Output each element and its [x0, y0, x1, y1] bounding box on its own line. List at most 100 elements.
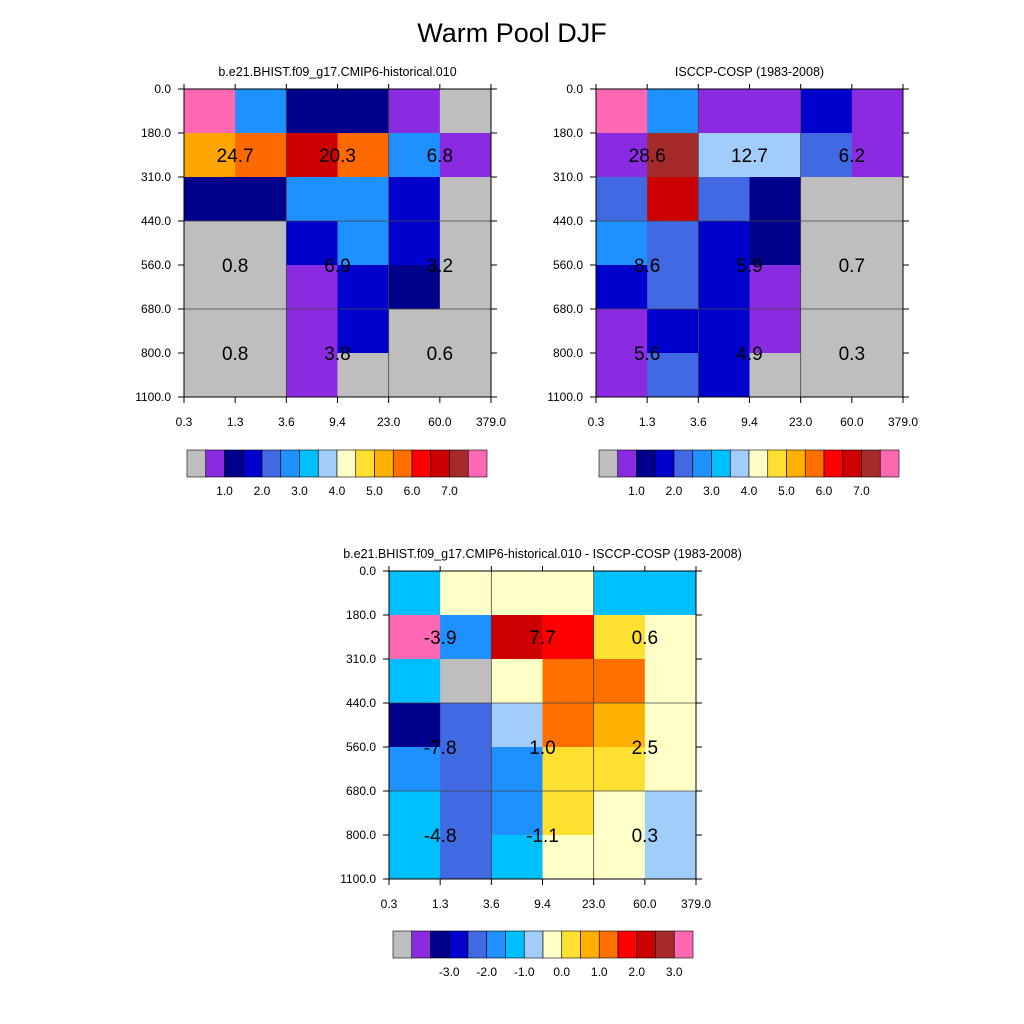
heatmap-cell — [440, 791, 492, 836]
heatmap-cell — [596, 353, 648, 398]
heatmap-cell — [337, 221, 390, 266]
heatmap-cell — [593, 791, 646, 836]
heatmap-cell — [596, 265, 648, 310]
chart-title: ISCCP-COSP (1983-2008) — [675, 65, 824, 79]
y-tick-label: 180.0 — [141, 126, 171, 140]
heatmap-cell — [184, 89, 236, 134]
heatmap-cell — [644, 835, 697, 880]
heatmap-cell — [389, 571, 441, 616]
heatmap-cell — [389, 835, 441, 880]
heatmap-cell — [542, 659, 595, 704]
heatmap-cell — [851, 133, 904, 178]
x-tick-label: 3.6 — [690, 415, 707, 429]
heatmap-cell — [647, 265, 699, 310]
data-label: 8.6 — [634, 256, 660, 277]
heatmap-cell — [749, 89, 802, 134]
heatmap-cell — [286, 89, 338, 134]
heatmap-cell — [389, 703, 441, 748]
heatmap-cell — [851, 353, 904, 398]
heatmap-cell — [286, 353, 338, 398]
heatmap-cell — [491, 835, 543, 880]
heatmap-cell — [491, 571, 543, 616]
colorbar-swatch — [448, 930, 469, 959]
data-label: 0.7 — [839, 256, 865, 277]
colorbar-swatch — [636, 930, 656, 959]
colorbar-label: 5.0 — [366, 484, 383, 498]
heatmap-cell — [388, 133, 441, 178]
heatmap-cell — [286, 221, 338, 266]
figure-title: Warm Pool DJF — [417, 18, 607, 48]
chart-panel-2: ISCCP-COSP (1983-2008) 0.3 1.3 3.6 9.4 23.0 60… — [547, 65, 918, 498]
colorbar-label: 0.0 — [553, 965, 570, 979]
heatmap-cell — [389, 659, 441, 704]
colorbar-swatch — [299, 449, 319, 478]
colorbar-label: -2.0 — [476, 965, 497, 979]
heatmap-cell — [542, 703, 595, 748]
x-tick-label: 23.0 — [582, 897, 606, 911]
y-tick-label: 1100.0 — [135, 390, 171, 404]
heatmap-cell — [388, 309, 441, 354]
heatmap-cell — [184, 309, 236, 354]
heatmap-cell — [593, 615, 646, 660]
x-tick-label: 379.0 — [681, 897, 711, 911]
heatmap-cell — [647, 133, 699, 178]
heatmap-cell — [749, 177, 802, 222]
heatmap-cell — [749, 309, 802, 354]
colorbar-swatch — [317, 449, 338, 478]
y-tick-label: 560.0 — [553, 258, 583, 272]
heatmap-cell — [286, 133, 338, 178]
heatmap-cell — [337, 353, 390, 398]
heatmap-cell — [440, 747, 492, 792]
y-tick-label: 800.0 — [553, 346, 583, 360]
heatmap-cell — [389, 791, 441, 836]
colorbar-swatch — [224, 449, 244, 478]
colorbar-swatch — [186, 449, 207, 478]
heatmap-cell — [389, 615, 441, 660]
y-tick-label: 560.0 — [141, 258, 171, 272]
data-label: 7.7 — [529, 628, 555, 649]
heatmap-cell — [439, 177, 492, 222]
heatmap-cell — [644, 703, 697, 748]
data-label: 0.3 — [632, 826, 658, 847]
colorbar-label: 2.0 — [666, 484, 683, 498]
colorbar-swatch — [449, 449, 469, 478]
data-label: 1.0 — [529, 738, 555, 759]
heatmap-cell — [749, 353, 802, 398]
x-tick-label: 9.4 — [534, 897, 551, 911]
heatmap-cell — [235, 221, 287, 266]
heatmap-cell — [439, 221, 492, 266]
heatmap-cell — [491, 703, 543, 748]
heatmap-cell — [389, 747, 441, 792]
heatmap-cell — [593, 747, 646, 792]
heatmap-cell — [800, 89, 853, 134]
y-tick-label: 440.0 — [141, 214, 171, 228]
y-tick-label: 440.0 — [553, 214, 583, 228]
y-tick-label: 180.0 — [553, 126, 583, 140]
x-tick-label: 379.0 — [888, 415, 918, 429]
colorbar-swatch — [598, 930, 619, 959]
data-label: 6.2 — [839, 146, 865, 167]
heatmap-cell — [388, 353, 441, 398]
data-label: -7.8 — [424, 738, 457, 759]
heatmap-cell — [235, 133, 287, 178]
chart-panel-3: b.e21.BHIST.f09_g17.CMIP6-historical.010… — [340, 547, 742, 979]
y-tick-label: 1100.0 — [340, 872, 376, 886]
colorbar-label: 7.0 — [441, 484, 458, 498]
heatmap-cell — [337, 177, 390, 222]
data-label: 28.6 — [629, 146, 666, 167]
data-label: 0.6 — [427, 344, 453, 365]
y-tick-label: 180.0 — [346, 608, 376, 622]
y-tick-label: 310.0 — [346, 652, 376, 666]
data-label: 6.9 — [324, 256, 350, 277]
heatmap-cell — [440, 571, 492, 616]
y-tick-label: 680.0 — [346, 784, 376, 798]
data-label: 12.7 — [731, 146, 768, 167]
heatmap-cell — [800, 177, 853, 222]
y-tick-label: 1100.0 — [547, 390, 583, 404]
colorbar-swatch — [636, 449, 656, 478]
heatmap-cell — [286, 309, 338, 354]
y-tick-label: 800.0 — [141, 346, 171, 360]
heatmap-cell — [644, 791, 697, 836]
colorbar-swatch — [392, 930, 413, 959]
